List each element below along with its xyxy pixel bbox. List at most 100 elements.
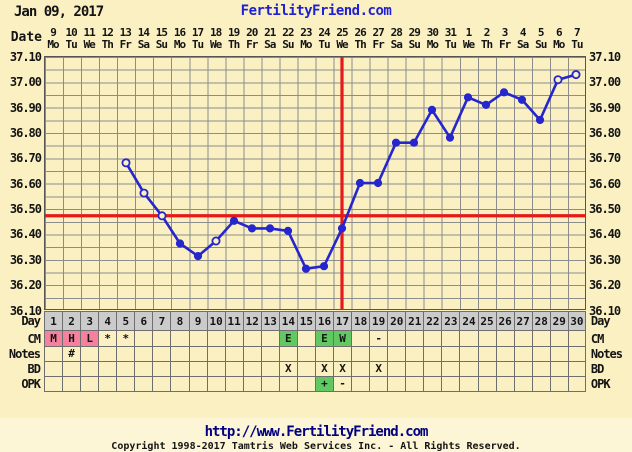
notes-cell[interactable] [296,347,315,362]
cm-cell[interactable] [405,331,424,347]
bd-cell[interactable] [170,362,189,377]
temp-point-day-5[interactable] [121,158,131,168]
cm-cell[interactable] [224,331,243,347]
site-title-link[interactable]: FertilityFriend.com [240,3,392,19]
opk-cell[interactable] [567,377,586,392]
cm-cell[interactable] [531,331,550,347]
temp-point-day-29[interactable] [553,75,563,85]
temp-point-day-6[interactable] [139,188,149,198]
opk-cell[interactable] [278,377,297,392]
opk-cell[interactable] [387,377,406,392]
notes-cell[interactable] [333,347,352,362]
temp-point-day-18[interactable] [355,178,365,188]
day-number-cell[interactable]: 28 [531,311,550,331]
opk-cell[interactable] [206,377,225,392]
bd-cell[interactable]: X [314,362,333,377]
temp-point-day-24[interactable] [463,93,473,102]
notes-cell[interactable] [351,347,370,362]
cm-cell[interactable]: W [333,331,352,347]
bd-cell[interactable] [567,362,586,377]
notes-cell[interactable] [242,347,261,362]
bd-cell[interactable]: X [278,362,297,377]
cm-cell[interactable] [567,331,586,347]
cm-cell[interactable] [170,331,189,347]
bd-cell[interactable] [242,362,261,377]
notes-cell[interactable] [206,347,225,362]
day-number-cell[interactable]: 25 [477,311,496,331]
bd-cell[interactable]: X [369,362,388,377]
notes-cell[interactable] [170,347,189,362]
notes-cell[interactable] [80,347,99,362]
temp-point-day-30[interactable] [571,70,581,80]
bd-cell[interactable] [152,362,171,377]
day-number-cell[interactable]: 26 [495,311,514,331]
bd-cell[interactable] [549,362,568,377]
cm-cell[interactable] [477,331,496,347]
temp-point-day-13[interactable] [265,224,275,233]
opk-cell[interactable] [459,377,478,392]
day-number-cell[interactable]: 15 [296,311,315,331]
bd-cell[interactable] [441,362,460,377]
bd-cell[interactable] [513,362,532,377]
cm-cell[interactable] [296,331,315,347]
opk-cell[interactable] [152,377,171,392]
day-number-cell[interactable]: 27 [513,311,532,331]
cm-cell[interactable] [242,331,261,347]
opk-cell[interactable] [242,377,261,392]
opk-cell[interactable] [369,377,388,392]
temp-point-day-28[interactable] [535,115,545,125]
temp-point-day-25[interactable] [481,100,491,110]
temp-point-day-26[interactable] [499,88,509,97]
cm-cell[interactable]: * [116,331,135,347]
temp-point-day-14[interactable] [283,226,293,235]
cm-cell[interactable] [495,331,514,347]
notes-cell[interactable] [314,347,333,362]
temp-point-day-23[interactable] [445,133,455,142]
notes-cell[interactable] [44,347,63,362]
opk-cell[interactable] [188,377,207,392]
opk-cell[interactable] [477,377,496,392]
notes-cell[interactable] [116,347,135,362]
bd-cell[interactable] [459,362,478,377]
notes-cell[interactable] [152,347,171,362]
notes-cell[interactable] [459,347,478,362]
bd-cell[interactable] [134,362,153,377]
day-number-cell[interactable]: 3 [80,311,99,331]
opk-cell[interactable] [296,377,315,392]
opk-cell[interactable] [170,377,189,392]
notes-cell[interactable] [513,347,532,362]
bd-cell[interactable] [188,362,207,377]
day-number-cell[interactable]: 12 [242,311,261,331]
opk-cell[interactable] [513,377,532,392]
cm-cell[interactable] [513,331,532,347]
opk-cell[interactable] [441,377,460,392]
bbt-plot-area[interactable] [44,56,586,310]
bd-cell[interactable] [98,362,117,377]
cm-cell[interactable] [549,331,568,347]
day-number-cell[interactable]: 17 [333,311,352,331]
footer-url-link[interactable]: http://www.FertilityFriend.com [204,424,429,440]
day-number-cell[interactable]: 2 [62,311,81,331]
bd-cell[interactable] [80,362,99,377]
day-number-cell[interactable]: 24 [459,311,478,331]
day-number-cell[interactable]: 1 [44,311,63,331]
day-number-cell[interactable]: 22 [423,311,442,331]
temp-point-day-16[interactable] [319,262,329,271]
temp-point-day-12[interactable] [247,224,257,233]
opk-cell[interactable] [531,377,550,392]
bd-cell[interactable] [62,362,81,377]
day-number-cell[interactable]: 11 [224,311,243,331]
bd-cell[interactable] [531,362,550,377]
cm-cell[interactable]: - [369,331,388,347]
opk-cell[interactable] [260,377,279,392]
notes-cell[interactable] [441,347,460,362]
day-number-cell[interactable]: 5 [116,311,135,331]
opk-cell[interactable] [98,377,117,392]
bd-cell[interactable] [387,362,406,377]
cm-cell[interactable]: L [80,331,99,347]
opk-cell[interactable] [495,377,514,392]
temp-point-day-8[interactable] [175,239,185,248]
notes-cell[interactable]: # [62,347,81,362]
bd-cell[interactable]: X [333,362,352,377]
day-number-cell[interactable]: 30 [567,311,586,331]
